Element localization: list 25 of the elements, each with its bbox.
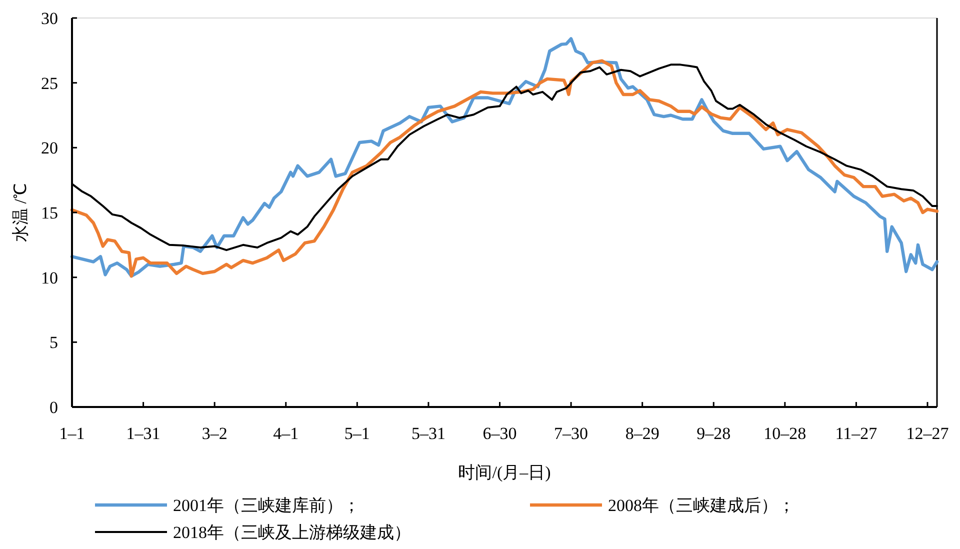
- x-tick-label: 5–1: [344, 424, 370, 443]
- y-tick-label: 5: [50, 333, 58, 352]
- x-tick-label: 1–31: [126, 424, 160, 443]
- y-tick-label: 15: [41, 204, 58, 222]
- x-tick-label: 11–27: [835, 424, 878, 443]
- y-tick-label: 25: [41, 74, 58, 93]
- x-tick-label: 10–28: [764, 424, 806, 443]
- y-tick-label: 10: [41, 268, 58, 288]
- y-tick-label: 30: [41, 9, 58, 28]
- x-tick-label: 1–1: [59, 424, 85, 443]
- x-axis-title: 时间/(月–日): [458, 463, 551, 482]
- legend-label: 2001年（三峡建库前）；: [173, 496, 360, 515]
- x-tick-label: 8–29: [625, 424, 660, 443]
- x-tick-label: 4–1: [273, 424, 299, 443]
- x-tick-label: 6–30: [482, 424, 517, 443]
- legend-label: 2008年（三峡建成后）；: [608, 496, 795, 515]
- y-tick-label: 20: [41, 138, 58, 158]
- y-tick-label: 0: [50, 398, 58, 417]
- x-tick-label: 7–30: [554, 424, 588, 443]
- x-tick-label: 9–28: [696, 424, 731, 443]
- legend-label: 2018年（三峡及上游梯级建成）: [173, 523, 411, 542]
- x-tick-label: 12–27: [906, 424, 950, 443]
- x-tick-label: 3–2: [202, 424, 228, 443]
- x-tick-label: 5–31: [411, 424, 446, 443]
- y-axis-title: 水温 /℃: [11, 183, 30, 242]
